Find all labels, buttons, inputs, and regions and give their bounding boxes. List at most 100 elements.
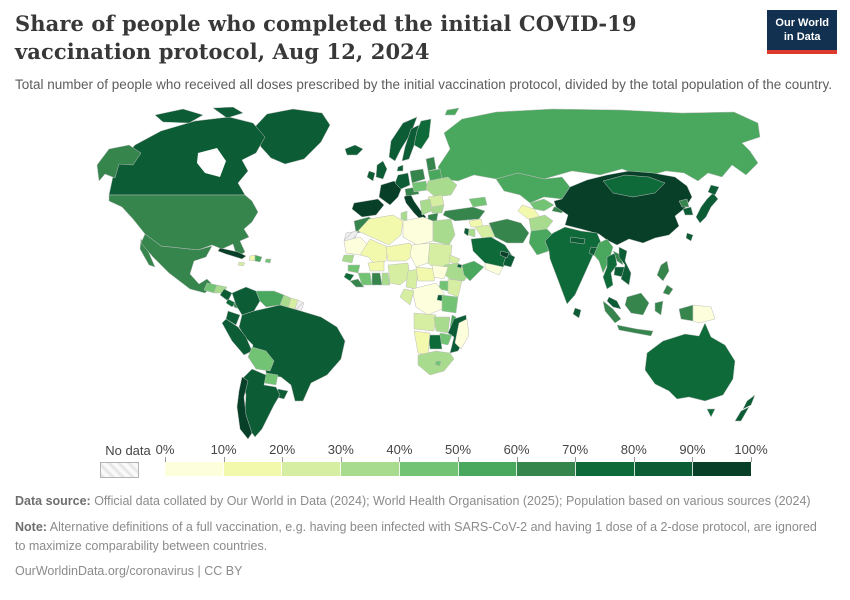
country-iran[interactable] bbox=[488, 218, 530, 244]
country-chad[interactable] bbox=[409, 242, 431, 268]
country-uzbekistan[interactable] bbox=[529, 198, 555, 212]
country-namibia[interactable] bbox=[413, 330, 431, 356]
country-sweden[interactable] bbox=[401, 124, 420, 162]
country-dominican-republic[interactable] bbox=[254, 254, 263, 263]
country-philippines[interactable] bbox=[656, 260, 670, 282]
country-puerto-rico[interactable] bbox=[264, 258, 272, 264]
country-congo-and-gabon[interactable] bbox=[399, 288, 415, 306]
country-japan[interactable] bbox=[695, 192, 719, 224]
country-turkey[interactable] bbox=[442, 206, 486, 222]
country-brazil[interactable] bbox=[238, 304, 346, 402]
country-senegal[interactable] bbox=[341, 254, 355, 264]
country-philippines-mindanao[interactable] bbox=[662, 284, 674, 296]
country-japan-hokkaido[interactable] bbox=[707, 184, 720, 196]
country-taiwan[interactable] bbox=[685, 232, 694, 242]
country-france[interactable] bbox=[378, 180, 403, 206]
legend-bin-10-20%[interactable] bbox=[223, 462, 283, 476]
country-papua-new-guinea[interactable] bbox=[692, 304, 716, 324]
owid-logo[interactable]: Our World in Data bbox=[767, 10, 837, 54]
legend-bin-60-70%[interactable] bbox=[517, 462, 576, 476]
legend-bin-20-30%[interactable] bbox=[282, 462, 342, 476]
country-alaska[interactable] bbox=[96, 144, 142, 182]
country-israel[interactable] bbox=[463, 227, 470, 237]
country-iceland[interactable] bbox=[344, 144, 364, 156]
country-canada-arctic-islands-east[interactable] bbox=[212, 106, 244, 119]
legend-no-data-swatch[interactable] bbox=[100, 462, 139, 478]
country-canada-arctic-islands[interactable] bbox=[154, 108, 204, 124]
country-south-korea[interactable] bbox=[682, 206, 694, 216]
country-united-arab-emirates[interactable] bbox=[499, 250, 510, 259]
country-mongolia[interactable] bbox=[602, 174, 666, 198]
country-bolivia[interactable] bbox=[247, 346, 275, 372]
country-cameroon[interactable] bbox=[405, 268, 419, 290]
country-mexico[interactable] bbox=[140, 233, 214, 294]
country-sierra-leone[interactable] bbox=[343, 272, 355, 282]
country-baltic-states[interactable] bbox=[425, 156, 437, 172]
country-poland[interactable] bbox=[409, 168, 426, 184]
country-yemen[interactable] bbox=[484, 262, 504, 276]
country-indonesia-papua[interactable] bbox=[678, 304, 694, 322]
country-mali[interactable] bbox=[359, 238, 389, 264]
country-finland[interactable] bbox=[413, 118, 432, 150]
country-algeria[interactable] bbox=[357, 214, 404, 246]
country-angola[interactable] bbox=[413, 312, 437, 332]
country-tasmania[interactable] bbox=[706, 408, 716, 418]
country-new-zealand-north[interactable] bbox=[742, 394, 756, 410]
country-south-sudan[interactable] bbox=[431, 264, 449, 280]
country-cuba[interactable] bbox=[217, 247, 247, 260]
country-jamaica[interactable] bbox=[237, 261, 246, 267]
country-syria[interactable] bbox=[468, 218, 484, 228]
country-svalbard[interactable] bbox=[444, 107, 460, 116]
country-togo-and-benin[interactable] bbox=[381, 272, 391, 286]
country-russia[interactable] bbox=[437, 108, 761, 182]
country-nepal[interactable] bbox=[569, 236, 586, 245]
country-caucasus[interactable] bbox=[468, 196, 488, 208]
country-germany[interactable] bbox=[394, 172, 411, 190]
country-myanmar[interactable] bbox=[593, 238, 614, 274]
legend-bin-50-60%[interactable] bbox=[458, 462, 518, 476]
country-zambia[interactable] bbox=[433, 316, 451, 334]
country-venezuela[interactable] bbox=[255, 290, 285, 308]
legend-bin-0-10%[interactable] bbox=[165, 462, 224, 476]
license-line[interactable]: OurWorldinData.org/coronavirus | CC BY bbox=[15, 564, 243, 579]
country-chile[interactable] bbox=[236, 376, 253, 440]
country-guinea[interactable] bbox=[347, 264, 361, 274]
country-norway[interactable] bbox=[388, 116, 418, 162]
country-new-zealand-south[interactable] bbox=[734, 406, 750, 422]
world-map[interactable] bbox=[95, 106, 765, 442]
country-borneo[interactable] bbox=[624, 292, 650, 316]
legend-bin-40-50%[interactable] bbox=[399, 462, 459, 476]
country-kenya[interactable] bbox=[447, 278, 463, 298]
legend-bin-90-100%[interactable] bbox=[693, 462, 752, 476]
legend-bin-30-40%[interactable] bbox=[341, 462, 400, 476]
country-liberia[interactable] bbox=[349, 278, 365, 288]
country-botswana[interactable] bbox=[427, 334, 443, 350]
country-libya[interactable] bbox=[402, 216, 434, 246]
country-greenland[interactable] bbox=[252, 108, 331, 165]
legend-color-bar[interactable] bbox=[165, 462, 752, 476]
country-ukraine[interactable] bbox=[425, 176, 458, 198]
country-vietnam[interactable] bbox=[618, 246, 632, 286]
country-somalia[interactable] bbox=[461, 260, 485, 282]
country-united-kingdom[interactable] bbox=[375, 160, 388, 180]
country-australia[interactable] bbox=[644, 322, 736, 402]
country-tanzania[interactable] bbox=[441, 294, 459, 314]
country-kazakhstan[interactable] bbox=[495, 172, 571, 204]
country-haiti[interactable] bbox=[248, 254, 256, 262]
country-indonesia-sulawesi[interactable] bbox=[654, 300, 664, 316]
country-peru[interactable] bbox=[221, 318, 253, 356]
country-denmark[interactable] bbox=[396, 164, 404, 172]
country-canada[interactable] bbox=[108, 116, 266, 196]
country-lesotho[interactable] bbox=[434, 360, 442, 367]
country-czechia-and-hungary[interactable] bbox=[411, 180, 429, 193]
world-map-svg[interactable] bbox=[95, 106, 765, 442]
country-egypt[interactable] bbox=[432, 218, 456, 246]
country-indonesia-sumatra[interactable] bbox=[602, 300, 622, 324]
country-afghanistan[interactable] bbox=[528, 214, 554, 232]
legend-bin-80-90%[interactable] bbox=[634, 462, 694, 476]
country-sri-lanka[interactable] bbox=[572, 307, 582, 319]
country-argentina[interactable] bbox=[241, 368, 281, 438]
legend-bin-70-80%[interactable] bbox=[575, 462, 635, 476]
country-burkina-faso[interactable] bbox=[367, 260, 385, 272]
country-ecuador[interactable] bbox=[225, 310, 241, 326]
